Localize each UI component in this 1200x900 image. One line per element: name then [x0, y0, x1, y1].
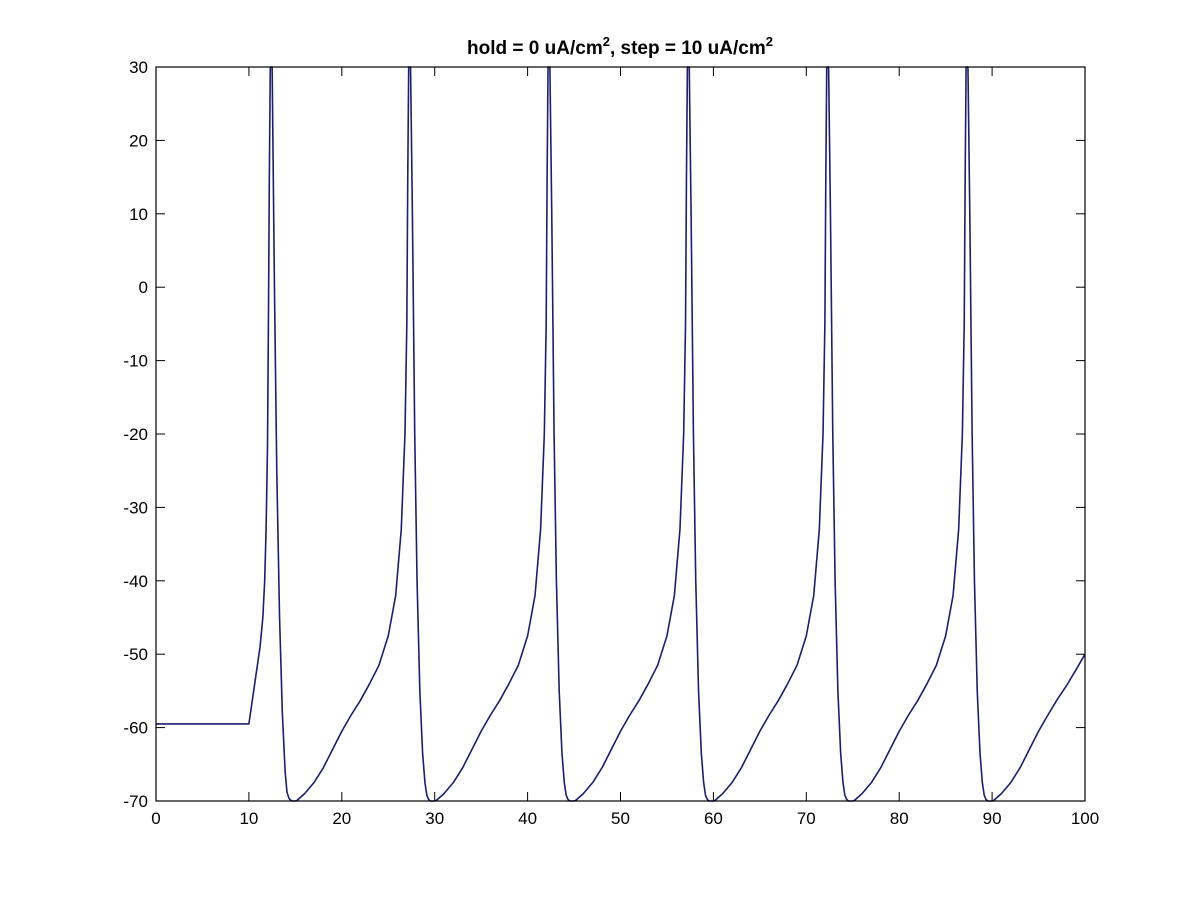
- y-tick-label: -10: [123, 352, 148, 371]
- x-tick-label: 30: [425, 809, 444, 828]
- axis-ticks: [155, 66, 1086, 802]
- y-tick-label: 10: [129, 205, 148, 224]
- x-tick-label: 100: [1071, 809, 1099, 828]
- chart-title-part1: hold = 0 uA/cm: [467, 38, 603, 59]
- chart-title-part2: , step = 10 uA/cm: [610, 38, 766, 59]
- y-tick-label: -50: [123, 645, 148, 664]
- x-tick-label: 10: [239, 809, 258, 828]
- tick-labels: 0 10 20 30 40 50 60 70 80 90 100-70-60-50-40-30-20…: [123, 58, 1099, 828]
- x-tick-label: 60: [704, 809, 723, 828]
- y-tick-label: 20: [129, 131, 148, 150]
- x-tick-label: 50: [611, 809, 630, 828]
- chart-title-sup1: 2: [603, 34, 610, 49]
- chart-title: hold = 0 uA/cm2, step = 10 uA/cm2: [467, 34, 773, 59]
- y-tick-label: 0: [139, 278, 148, 297]
- x-tick-label: 40: [518, 809, 537, 828]
- y-tick-label: -40: [123, 572, 148, 591]
- x-tick-label: 70: [797, 809, 816, 828]
- x-tick-label: 80: [890, 809, 909, 828]
- y-tick-label: -60: [123, 719, 148, 738]
- axes-box: [155, 66, 1086, 802]
- x-tick-label: 90: [983, 809, 1002, 828]
- x-tick-label: 0: [151, 809, 160, 828]
- chart-title-sup2: 2: [766, 34, 773, 49]
- y-tick-label: -70: [123, 792, 148, 811]
- y-tick-label: -20: [123, 425, 148, 444]
- series-line: [156, 66, 1086, 802]
- y-tick-label: 30: [129, 58, 148, 77]
- y-tick-label: -30: [123, 498, 148, 517]
- x-tick-label: 20: [332, 809, 351, 828]
